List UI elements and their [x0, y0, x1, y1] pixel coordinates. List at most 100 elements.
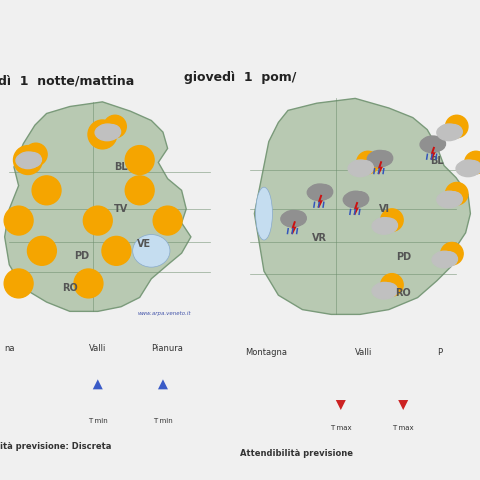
- Circle shape: [88, 120, 117, 149]
- Ellipse shape: [456, 162, 472, 175]
- Ellipse shape: [380, 283, 397, 298]
- Ellipse shape: [310, 184, 330, 195]
- Circle shape: [381, 274, 403, 296]
- Circle shape: [125, 176, 154, 205]
- Ellipse shape: [375, 282, 395, 294]
- Text: Pianura: Pianura: [151, 344, 183, 353]
- Text: Valli: Valli: [88, 344, 106, 353]
- Text: T max: T max: [392, 425, 414, 431]
- Ellipse shape: [369, 155, 390, 167]
- Ellipse shape: [132, 235, 170, 267]
- Text: na: na: [5, 344, 15, 353]
- Text: BL: BL: [114, 162, 128, 172]
- Circle shape: [441, 242, 463, 265]
- Text: RO: RO: [62, 283, 78, 293]
- Ellipse shape: [421, 140, 443, 153]
- Circle shape: [102, 237, 131, 265]
- Ellipse shape: [96, 128, 118, 141]
- Ellipse shape: [351, 160, 371, 171]
- Ellipse shape: [370, 150, 390, 162]
- Ellipse shape: [428, 136, 445, 151]
- Circle shape: [104, 115, 126, 138]
- Circle shape: [24, 143, 47, 166]
- Circle shape: [465, 151, 480, 174]
- Polygon shape: [254, 98, 470, 314]
- Text: dì  1  notte/mattina: dì 1 notte/mattina: [0, 75, 134, 88]
- Ellipse shape: [309, 188, 330, 201]
- Ellipse shape: [346, 191, 366, 203]
- Ellipse shape: [351, 192, 369, 206]
- Ellipse shape: [375, 151, 393, 166]
- Circle shape: [4, 206, 33, 235]
- Text: BL: BL: [430, 156, 444, 166]
- Ellipse shape: [459, 160, 479, 171]
- Circle shape: [4, 269, 33, 298]
- Text: VR: VR: [312, 233, 327, 242]
- Text: Montagna: Montagna: [245, 348, 287, 357]
- Ellipse shape: [444, 124, 462, 139]
- Ellipse shape: [438, 195, 459, 208]
- Ellipse shape: [315, 184, 333, 199]
- Ellipse shape: [16, 154, 32, 167]
- Ellipse shape: [435, 251, 455, 263]
- Ellipse shape: [98, 124, 118, 135]
- Ellipse shape: [348, 162, 364, 175]
- Ellipse shape: [255, 187, 272, 240]
- Text: TV: TV: [114, 204, 128, 214]
- Text: Valli: Valli: [355, 348, 372, 357]
- Text: Attendibilità previsione: Attendibilità previsione: [240, 449, 353, 458]
- Ellipse shape: [282, 215, 303, 227]
- Ellipse shape: [372, 220, 388, 233]
- Ellipse shape: [440, 252, 457, 266]
- Ellipse shape: [345, 195, 366, 208]
- Ellipse shape: [284, 210, 303, 222]
- Circle shape: [357, 151, 379, 174]
- Circle shape: [32, 176, 61, 205]
- Ellipse shape: [437, 126, 453, 139]
- Ellipse shape: [423, 136, 443, 147]
- Ellipse shape: [24, 153, 41, 167]
- Text: PD: PD: [396, 252, 411, 262]
- Ellipse shape: [433, 255, 455, 268]
- Ellipse shape: [103, 125, 120, 139]
- Circle shape: [125, 145, 154, 175]
- Text: P: P: [437, 348, 442, 357]
- Ellipse shape: [380, 218, 397, 233]
- Ellipse shape: [343, 193, 359, 206]
- Text: T min: T min: [88, 419, 108, 424]
- Circle shape: [27, 237, 56, 265]
- Ellipse shape: [464, 160, 480, 175]
- Ellipse shape: [457, 164, 479, 177]
- Text: giovedì  1  pom/: giovedì 1 pom/: [184, 71, 296, 84]
- Ellipse shape: [444, 192, 462, 206]
- Text: VI: VI: [379, 204, 389, 214]
- Text: T min: T min: [153, 419, 173, 424]
- Ellipse shape: [437, 193, 453, 206]
- Text: VE: VE: [137, 239, 151, 249]
- Text: ità previsione: Discreta: ità previsione: Discreta: [0, 442, 111, 451]
- Ellipse shape: [373, 222, 395, 234]
- Ellipse shape: [438, 128, 459, 141]
- Ellipse shape: [372, 285, 388, 298]
- Ellipse shape: [440, 191, 459, 203]
- Ellipse shape: [367, 153, 383, 166]
- Ellipse shape: [18, 156, 38, 168]
- Ellipse shape: [375, 217, 395, 229]
- Circle shape: [445, 182, 468, 205]
- Text: PD: PD: [74, 251, 89, 261]
- Circle shape: [74, 269, 103, 298]
- Polygon shape: [5, 102, 191, 312]
- Text: RO: RO: [396, 288, 411, 298]
- Circle shape: [13, 145, 42, 175]
- Circle shape: [153, 206, 182, 235]
- Ellipse shape: [373, 287, 395, 299]
- Circle shape: [84, 206, 112, 235]
- Ellipse shape: [288, 211, 306, 226]
- Text: T max: T max: [330, 425, 352, 431]
- Ellipse shape: [95, 126, 111, 139]
- Ellipse shape: [432, 253, 448, 266]
- Ellipse shape: [19, 152, 38, 163]
- Circle shape: [445, 115, 468, 138]
- Ellipse shape: [356, 160, 373, 175]
- Ellipse shape: [307, 186, 323, 199]
